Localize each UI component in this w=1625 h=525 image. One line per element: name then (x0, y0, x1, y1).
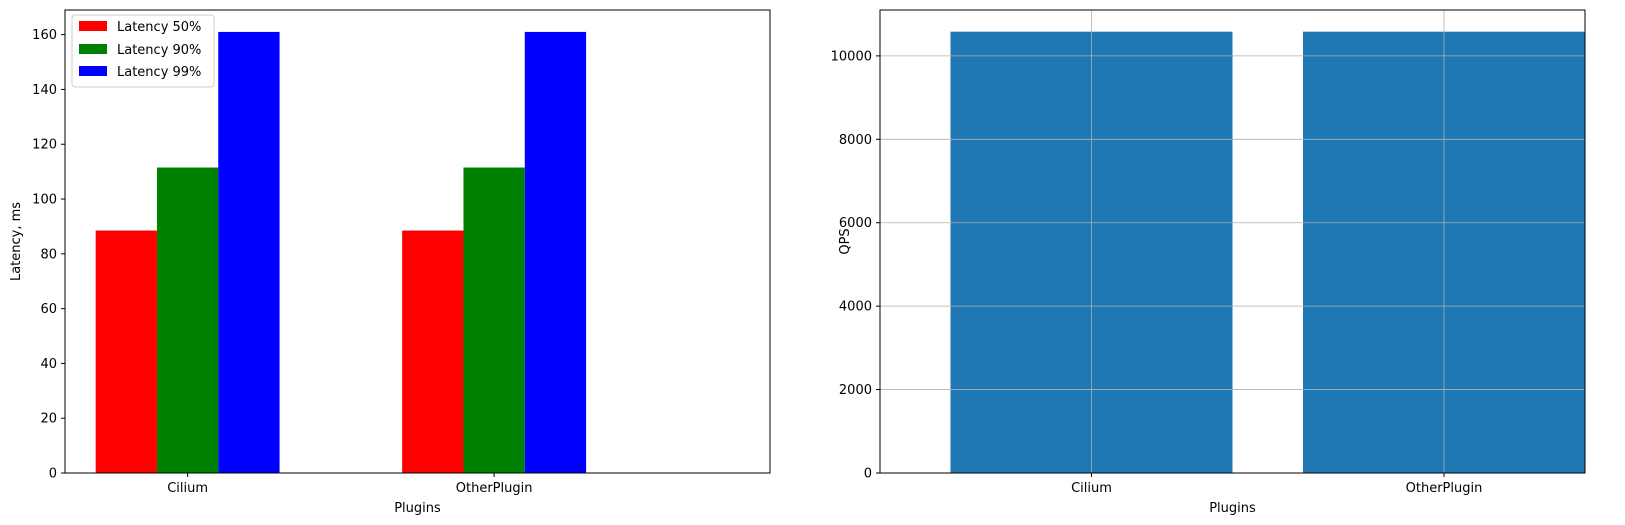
legend-label-latency-90: Latency 90% (117, 43, 201, 58)
bar-latency-99-otherplugin (524, 31, 587, 473)
legend-swatch-latency-99 (79, 66, 107, 76)
legend-swatch-latency-90 (79, 44, 107, 54)
qps-y-axis-label: QPS (838, 228, 853, 254)
latency-plot-frame (64, 9, 771, 474)
legend-label-latency-50: Latency 50% (117, 20, 201, 35)
legend: Latency 50% Latency 90% Latency 99% (71, 14, 215, 88)
latency-y-tick-label: 20 (40, 412, 57, 427)
latency-y-tick-label: 0 (49, 467, 57, 482)
bar-latency-50-otherplugin (402, 230, 464, 473)
latency-y-axis-label: Latency, ms (9, 202, 24, 281)
latency-x-ticks: Cilium OtherPlugin (167, 473, 532, 496)
qps-x-tick-label: Cilium (1071, 481, 1112, 496)
qps-y-tick-label: 0 (864, 467, 872, 482)
latency-x-tick-label: OtherPlugin (456, 481, 533, 496)
bar-latency-50-cilium (95, 230, 157, 473)
qps-x-ticks: Cilium OtherPlugin (1071, 473, 1482, 496)
latency-x-axis-label: Plugins (394, 501, 441, 516)
qps-x-tick-label: OtherPlugin (1406, 481, 1483, 496)
latency-y-tick-label: 40 (40, 357, 57, 372)
latency-bars (95, 31, 587, 473)
legend-box (71, 14, 215, 88)
latency-y-tick-label: 160 (32, 28, 57, 43)
legend-label-latency-99: Latency 99% (117, 65, 201, 80)
bar-latency-90-cilium (156, 167, 219, 473)
latency-y-tick-label: 120 (32, 138, 57, 153)
legend-swatch-latency-50 (79, 21, 107, 31)
bar-latency-99-cilium (218, 31, 280, 473)
qps-y-tick-label: 2000 (839, 383, 872, 398)
latency-y-tick-label: 80 (40, 247, 57, 262)
qps-x-axis-label: Plugins (1209, 501, 1256, 516)
qps-y-tick-label: 10000 (831, 49, 872, 64)
latency-y-ticks: 0 20 40 60 80 100 120 140 160 (32, 28, 65, 482)
latency-y-tick-label: 100 (32, 193, 57, 208)
qps-y-tick-label: 6000 (839, 216, 872, 231)
latency-y-tick-label: 140 (32, 83, 57, 98)
qps-y-ticks: 0 2000 4000 6000 8000 10000 (831, 49, 880, 482)
qps-plot-frame (879, 9, 1586, 474)
qps-y-tick-label: 4000 (839, 300, 872, 315)
qps-y-tick-label: 8000 (839, 133, 872, 148)
latency-y-tick-label: 60 (40, 302, 57, 317)
bar-latency-90-otherplugin (463, 167, 525, 473)
latency-x-tick-label: Cilium (167, 481, 208, 496)
qps-chart: 0 2000 4000 6000 8000 10000 Cilium OtherPlugin… (831, 9, 1586, 516)
